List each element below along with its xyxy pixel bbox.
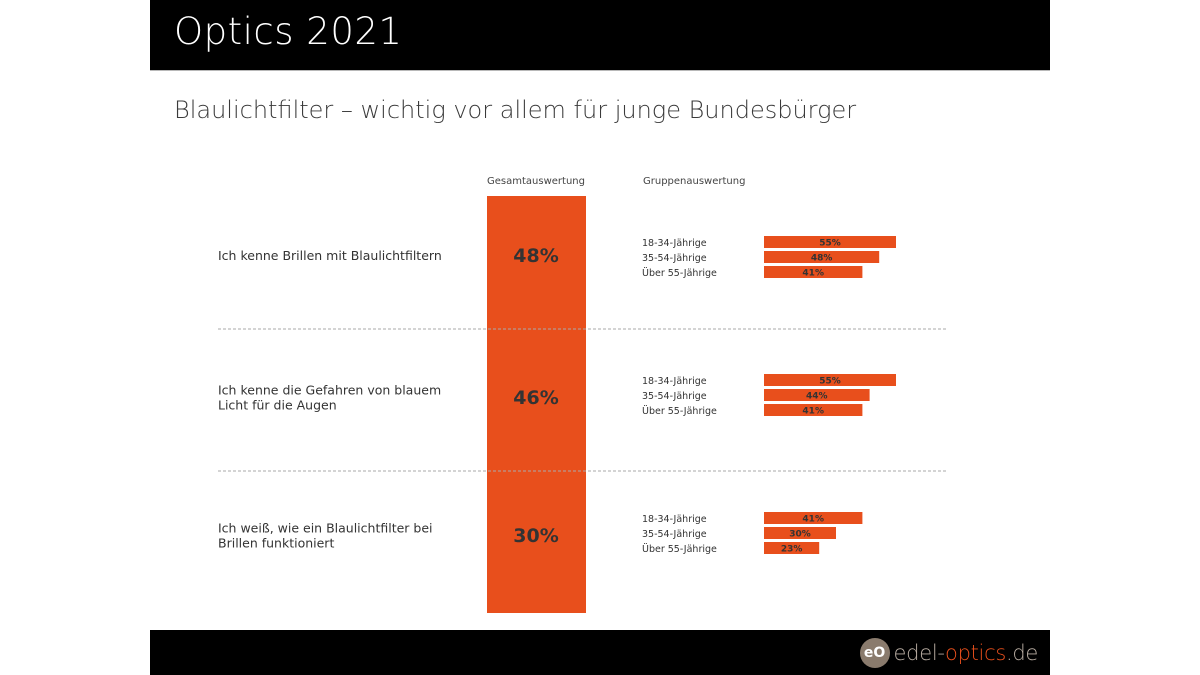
logo-mark-icon: eO: [859, 638, 890, 668]
group-value-label: 55%: [819, 377, 841, 387]
question-label: Ich kenne Brillen mit Blaulichtfiltern: [218, 248, 442, 263]
group-value-label: 55%: [819, 239, 841, 249]
question-label: Brillen funktioniert: [218, 536, 334, 551]
group-bar: [764, 542, 820, 554]
group-label: 35-54-Jährige: [642, 529, 707, 540]
chart-title: Blaulichtfilter – wichtig vor allem für …: [174, 96, 857, 124]
group-label: Über 55-Jährige: [642, 406, 717, 417]
header-bar: Optics 2021: [150, 0, 1050, 70]
question-label: Ich kenne die Gefahren von blauem: [218, 383, 441, 398]
footer-bar: eO edel-optics.de: [150, 630, 1050, 675]
group-label: Über 55-Jährige: [642, 268, 717, 279]
group-label: 18-34-Jährige: [642, 238, 707, 249]
group-value-label: 23%: [781, 545, 803, 555]
slide: Optics 2021 Blaulichtfilter – wichtig vo…: [150, 0, 1050, 675]
group-bar: [764, 266, 863, 278]
group-bar: [764, 251, 880, 263]
header-title: Optics 2021: [174, 10, 403, 53]
question-label: Licht für die Augen: [218, 398, 337, 413]
group-label: 18-34-Jährige: [642, 514, 707, 525]
group-value-label: 30%: [789, 530, 811, 540]
total-value-label: 46%: [513, 387, 558, 409]
group-column-label: Gruppenauswertung: [643, 176, 746, 187]
brand-logo[interactable]: eO edel-optics.de: [859, 638, 1039, 668]
group-label: Über 55-Jährige: [642, 544, 717, 555]
group-value-label: 41%: [802, 407, 824, 417]
total-column-bar: [487, 196, 586, 613]
group-bar: [764, 374, 896, 386]
logo-text: edel-optics.de: [893, 641, 1039, 665]
group-label: 35-54-Jährige: [642, 391, 707, 402]
group-value-label: 44%: [806, 392, 828, 402]
group-value-label: 41%: [802, 269, 824, 279]
total-value-label: 48%: [513, 245, 558, 267]
group-label: 35-54-Jährige: [642, 253, 707, 264]
group-bar: [764, 236, 896, 248]
group-bar: [764, 389, 870, 401]
group-value-label: 41%: [802, 515, 824, 525]
group-bar: [764, 404, 863, 416]
total-column-label: Gesamtauswertung: [487, 176, 585, 187]
group-bar: [764, 512, 863, 524]
group-value-label: 48%: [811, 254, 833, 264]
group-label: 18-34-Jährige: [642, 376, 707, 387]
group-bar: [764, 527, 836, 539]
question-label: Ich weiß, wie ein Blaulichtfilter bei: [218, 521, 433, 536]
header-divider: [150, 70, 1050, 71]
total-value-label: 30%: [513, 525, 558, 547]
